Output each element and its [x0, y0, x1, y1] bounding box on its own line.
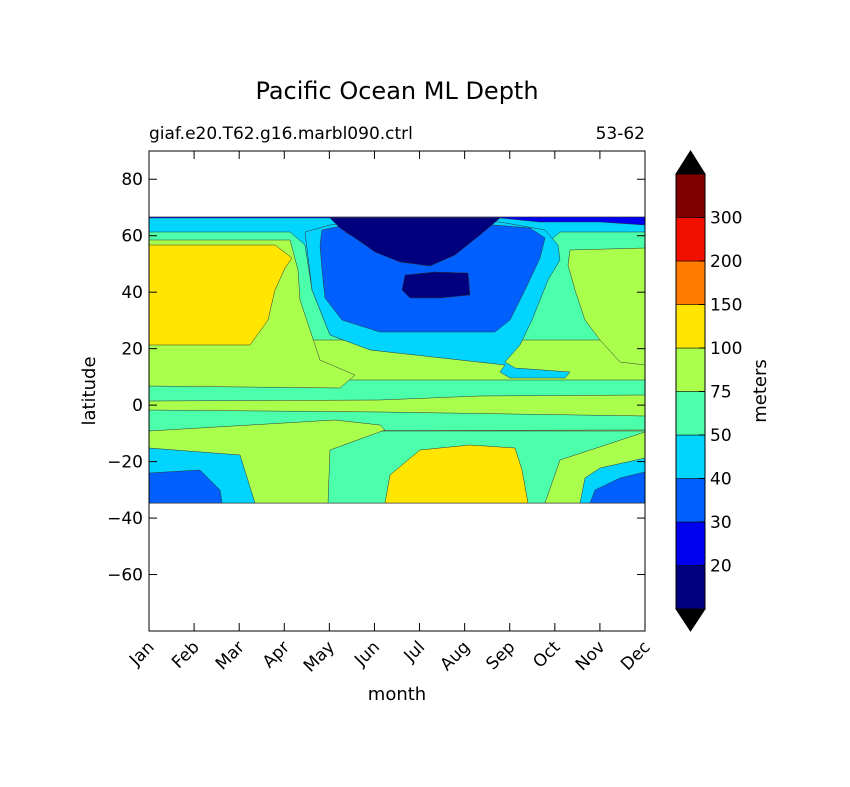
y-axis-label: latitude	[79, 356, 100, 425]
contour-region	[567, 247, 645, 366]
colorbar-segment	[675, 478, 706, 523]
chart-title: Pacific Ocean ML Depth	[255, 77, 538, 105]
contour-region	[149, 469, 223, 504]
x-axis-label: month	[368, 684, 426, 705]
x-tick-label: Jun	[350, 637, 384, 671]
colorbar-segment	[675, 260, 706, 305]
colorbar-tick-label: 100	[710, 339, 742, 359]
y-tick-label: 0	[132, 396, 143, 416]
colorbar-tick-label: 150	[710, 296, 742, 316]
colorbar-tick-label: 300	[710, 209, 742, 229]
colorbar-tick-label: 40	[710, 470, 732, 490]
contour-region	[149, 244, 293, 346]
y-tick-label: 80	[121, 170, 143, 190]
x-tick-label: Dec	[617, 637, 654, 674]
colorbar-tick-label: 75	[710, 383, 732, 403]
y-tick-label: 60	[121, 227, 143, 247]
colorbar-extend-max	[675, 150, 706, 175]
contour-region	[384, 444, 529, 504]
plot-frame	[148, 150, 646, 632]
y-tick-label: −20	[107, 453, 143, 473]
colorbar-segment	[675, 565, 706, 610]
colorbar-tick-label: 30	[710, 513, 732, 533]
colorbar-segment	[675, 173, 706, 218]
colorbar-tick-label: 50	[710, 426, 732, 446]
x-tick-label: Nov	[572, 637, 610, 675]
contour-region	[589, 471, 645, 504]
colorbar-tick-label: 200	[710, 252, 742, 272]
x-tick-label: Mar	[212, 637, 249, 674]
colorbar-segment	[675, 304, 706, 349]
x-tick-label: Jan	[125, 637, 158, 670]
chart-subtitle-left: giaf.e20.T62.g16.marbl090.ctrl	[149, 124, 413, 144]
colorbar-segment	[675, 434, 706, 479]
x-tick-label: Oct	[529, 637, 564, 672]
x-tick-label: Feb	[168, 637, 203, 672]
colorbar-label: meters	[750, 359, 771, 423]
colorbar-segment	[675, 217, 706, 262]
colorbar-segment	[675, 521, 706, 566]
colorbar-segment	[675, 347, 706, 392]
contour-region	[401, 271, 471, 299]
contour-region	[329, 217, 501, 267]
colorbar-extend-min	[675, 608, 706, 632]
y-axis: 80 60 40 20 0 −20 −40 −60	[107, 170, 645, 586]
y-tick-label: 40	[121, 283, 143, 303]
y-tick-label: −60	[107, 566, 143, 586]
x-tick-label: Apr	[259, 637, 294, 672]
x-tick-label: Sep	[482, 637, 519, 674]
x-tick-label: Aug	[437, 637, 475, 675]
contour-field	[149, 216, 645, 504]
contour-region	[149, 216, 645, 226]
x-tick-label: Jul	[400, 637, 429, 666]
x-tick-label: May	[300, 637, 339, 676]
chart-subtitle-right: 53-62	[596, 124, 645, 144]
y-tick-label: −40	[107, 509, 143, 529]
y-tick-label: 20	[121, 340, 143, 360]
colorbar-segment	[675, 391, 706, 436]
colorbar-tick-label: 20	[710, 557, 732, 577]
colorbar: 20 30 40 50 75 100 150 200 300	[675, 150, 742, 632]
